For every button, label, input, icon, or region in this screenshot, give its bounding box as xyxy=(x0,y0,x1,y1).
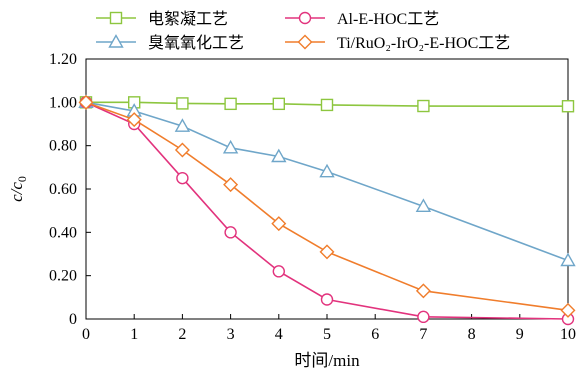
y-axis-title: c/c0 xyxy=(7,176,29,202)
x-tick-label: 8 xyxy=(468,326,476,343)
data-point xyxy=(415,283,431,299)
data-point xyxy=(176,97,189,110)
series-line xyxy=(85,101,569,262)
series-square xyxy=(79,96,575,113)
x-axis-title: 时间/min xyxy=(294,351,360,370)
legend-label: Al-E-HOC工艺 xyxy=(337,10,439,28)
series-layer xyxy=(78,94,576,326)
legend-label: Ti/RuO₂-IrO₂-E-HOC工艺 xyxy=(337,34,510,52)
legend-marker xyxy=(297,34,313,50)
data-point xyxy=(320,98,334,112)
data-point xyxy=(417,310,430,324)
legend-marker xyxy=(298,11,312,25)
data-point xyxy=(271,148,287,163)
axis-ticks: 0 1 2 3 4 5 6 7 8 9 10 0 0.20 0.40 0.60 0.80 1.00 1.20 xyxy=(49,51,576,343)
legend-marker xyxy=(109,11,123,25)
data-point xyxy=(271,216,287,232)
series-line xyxy=(85,101,569,320)
y-tick-label: 0.60 xyxy=(49,181,77,198)
data-point xyxy=(224,226,237,239)
data-point xyxy=(174,118,191,132)
plot-area xyxy=(85,58,569,320)
x-tick-label: 2 xyxy=(178,326,186,343)
series-circle xyxy=(79,96,575,326)
y-tick-label: 0 xyxy=(69,311,77,328)
data-point xyxy=(174,142,190,158)
data-point xyxy=(126,112,142,128)
legend-item: Al-E-HOC工艺 xyxy=(285,10,439,28)
x-tick-label: 9 xyxy=(516,326,524,343)
data-point xyxy=(272,265,285,278)
data-point xyxy=(561,100,575,113)
x-tick-label: 10 xyxy=(560,326,576,343)
data-point xyxy=(224,97,237,111)
y-tick-label: 0.20 xyxy=(49,268,77,285)
legend-label: 电絮凝工艺 xyxy=(148,9,228,28)
x-tick-label: 7 xyxy=(419,326,427,343)
y-tick-label: 1.20 xyxy=(49,51,77,68)
x-tick-label: 5 xyxy=(323,326,331,343)
data-point xyxy=(222,139,239,154)
data-point xyxy=(319,244,335,260)
legend-item: 臭氧氧化工艺 xyxy=(96,33,244,52)
data-point xyxy=(78,94,94,110)
series-line xyxy=(85,101,569,312)
data-point xyxy=(320,293,334,306)
data-point xyxy=(415,198,432,213)
series-diamond xyxy=(78,94,576,318)
y-axis-title-main: c/c xyxy=(7,182,26,202)
data-point xyxy=(319,163,335,178)
x-tick-label: 1 xyxy=(130,326,138,343)
data-point xyxy=(560,302,576,318)
x-tick-label: 0 xyxy=(82,326,90,343)
y-tick-label: 1.00 xyxy=(49,94,77,111)
y-axis-title-sub: 0 xyxy=(15,176,29,182)
legend-label: 臭氧氧化工艺 xyxy=(148,33,244,52)
x-tick-label: 3 xyxy=(227,326,235,343)
data-point xyxy=(560,252,576,267)
x-tick-label: 6 xyxy=(371,326,379,343)
data-point xyxy=(176,171,189,185)
x-tick-label: 4 xyxy=(275,326,283,343)
data-point xyxy=(272,97,285,111)
y-tick-label: 0.80 xyxy=(49,138,77,155)
y-tick-label: 0.40 xyxy=(49,224,77,241)
series-triangle xyxy=(78,94,576,267)
data-point xyxy=(417,99,430,113)
legend-marker xyxy=(108,34,124,48)
legend-item: Ti/RuO₂-IrO₂-E-HOC工艺 xyxy=(285,34,510,52)
series-line xyxy=(86,101,569,108)
legend-item: 电絮凝工艺 xyxy=(96,9,228,28)
data-point xyxy=(223,177,239,193)
